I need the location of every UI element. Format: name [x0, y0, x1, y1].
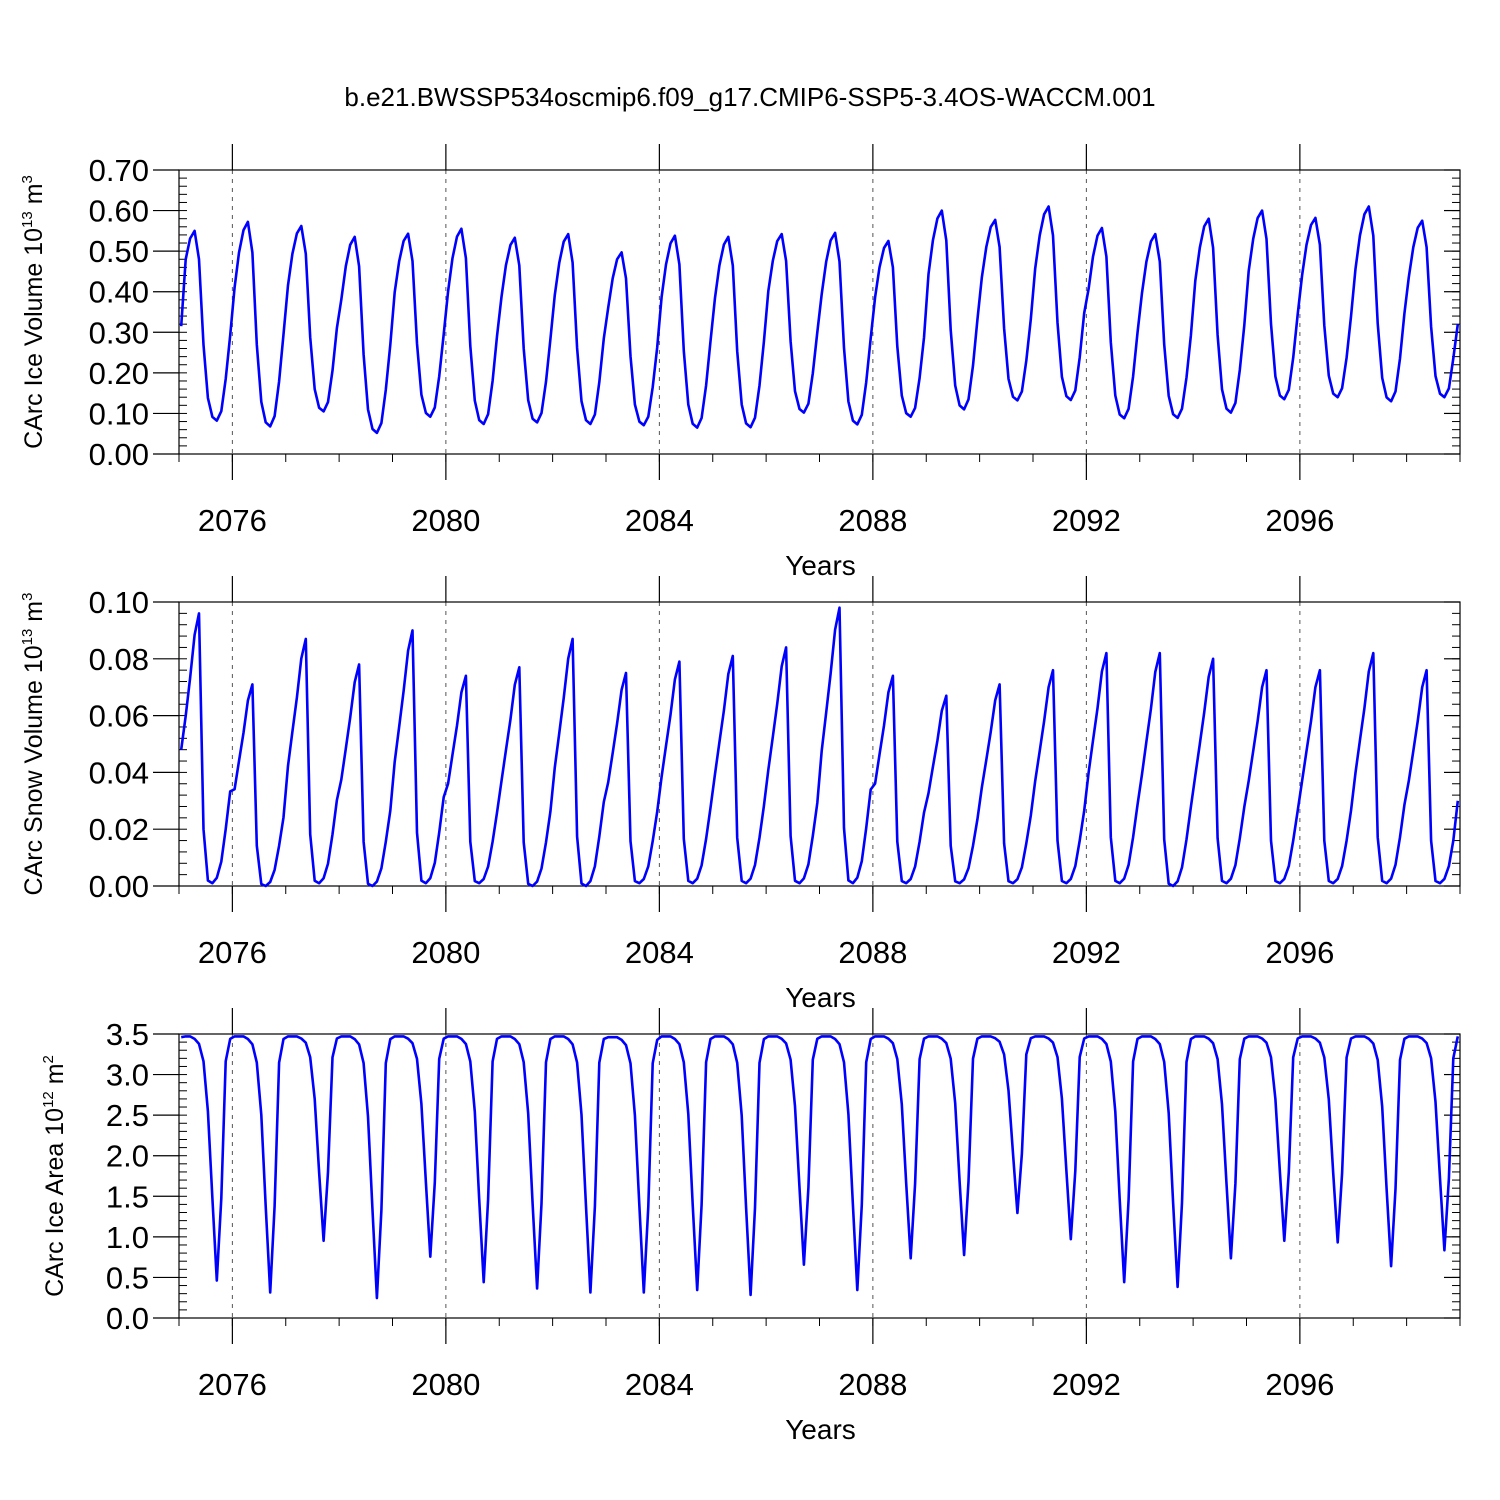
y-label-unit: m [41, 1063, 69, 1091]
x-tick-label: 2076 [198, 935, 267, 970]
panel-2: 0.00 0.02 0.04 0.06 0.08 0.10 2076 2080 2084 2088… [19, 576, 1461, 1013]
y-tick-label: 0.10 [89, 396, 149, 431]
y-tick-label: 0.40 [89, 275, 149, 310]
x-tick-label: 2088 [838, 935, 907, 970]
panel-3: 0.0 0.5 1.0 1.5 2.0 2.5 3.0 3.5 2076 2080 2084 2088… [40, 1008, 1461, 1445]
y-axis-label: CArc Snow Volume 1013 m3 [19, 593, 48, 896]
y-label-unit-exponent: 2 [40, 1055, 57, 1063]
y-label-main: CArc Snow Volume 10 [20, 645, 48, 895]
x-tick-label: 2092 [1052, 1367, 1121, 1402]
y-tick-label: 2.0 [106, 1139, 149, 1174]
x-tick-label: 2084 [625, 935, 694, 970]
x-tick-label: 2096 [1265, 503, 1334, 538]
y-tick-label: 3.0 [106, 1058, 149, 1093]
x-tick-label: 2088 [838, 503, 907, 538]
y-tick-label: 0.04 [89, 755, 149, 790]
y-tick-label: 0.06 [89, 699, 149, 734]
series-line [179, 606, 1460, 888]
x-tick-label: 2084 [625, 503, 694, 538]
y-label-exponent: 13 [19, 211, 36, 228]
y-label-exponent: 13 [19, 629, 36, 646]
y-label-unit-exponent: 3 [19, 593, 36, 601]
y-label-unit: m [20, 183, 48, 211]
x-tick-label: 2080 [411, 1367, 480, 1402]
y-tick-label: 0.70 [89, 153, 149, 188]
y-tick-label: 3.5 [106, 1017, 149, 1052]
y-tick-label: 0.30 [89, 315, 149, 350]
y-tick-label: 0.10 [89, 585, 149, 620]
x-tick-label: 2092 [1052, 503, 1121, 538]
y-axis-label: CArc Ice Volume 1013 m3 [19, 175, 48, 449]
panels: 0.00 0.10 0.20 0.30 0.40 0.50 0.60 0.70 2076 2080… [19, 144, 1461, 1445]
x-tick-label: 2096 [1265, 1367, 1334, 1402]
series-line [180, 1035, 1460, 1300]
y-tick-label: 0.00 [89, 437, 149, 472]
y-tick-label: 0.60 [89, 194, 149, 229]
panel-1: 0.00 0.10 0.20 0.30 0.40 0.50 0.60 0.70 2076 2080… [19, 144, 1461, 581]
y-tick-label: 1.0 [106, 1220, 149, 1255]
y-tick-label: 0.08 [89, 642, 149, 677]
x-tick-label: 2092 [1052, 935, 1121, 970]
series-line [179, 205, 1460, 435]
x-tick-label: 2076 [198, 503, 267, 538]
x-tick-label: 2088 [838, 1367, 907, 1402]
y-tick-label: 0.00 [89, 869, 149, 904]
x-tick-label: 2080 [411, 935, 480, 970]
y-tick-label: 0.0 [106, 1301, 149, 1336]
y-tick-label: 2.5 [106, 1098, 149, 1133]
y-tick-label: 0.50 [89, 234, 149, 269]
x-tick-label: 2076 [198, 1367, 267, 1402]
y-tick-label: 0.02 [89, 812, 149, 847]
y-label-exponent: 12 [40, 1091, 57, 1108]
x-axis-label: Years [785, 982, 856, 1013]
y-tick-label: 0.20 [89, 356, 149, 391]
figure-title: b.e21.BWSSP534oscmip6.f09_g17.CMIP6-SSP5… [344, 82, 1155, 112]
x-axis-label: Years [785, 1414, 856, 1445]
x-tick-label: 2084 [625, 1367, 694, 1402]
y-label-main: CArc Ice Volume 10 [20, 228, 48, 449]
x-tick-label: 2080 [411, 503, 480, 538]
y-tick-label: 1.5 [106, 1179, 149, 1214]
y-label-unit-exponent: 3 [19, 175, 36, 183]
x-tick-label: 2096 [1265, 935, 1334, 970]
y-axis-label: CArc Ice Area 1012 m2 [40, 1055, 69, 1297]
y-label-unit: m [20, 601, 48, 629]
x-axis-label: Years [785, 550, 856, 581]
y-label-main: CArc Ice Area 10 [41, 1108, 69, 1297]
y-tick-label: 0.5 [106, 1260, 149, 1295]
